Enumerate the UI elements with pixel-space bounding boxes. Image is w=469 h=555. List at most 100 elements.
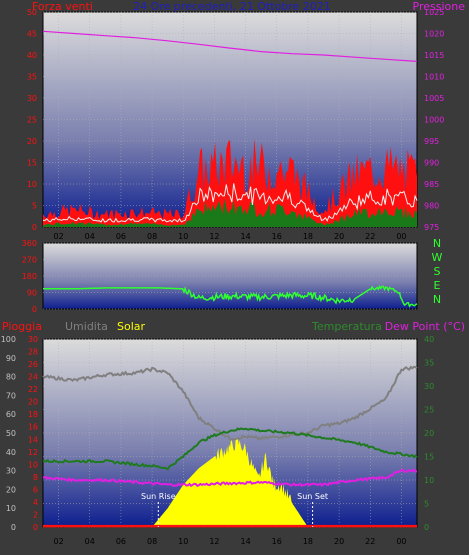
time-tick-label: 12 xyxy=(209,537,219,546)
wind-tick-label: 5 xyxy=(32,202,37,211)
temperature-tick-label: 35 xyxy=(424,359,434,368)
time-tick-label: 12 xyxy=(209,232,219,241)
rain-tick-label: 30 xyxy=(28,335,38,344)
rain-tick-label: 18 xyxy=(28,410,38,419)
rain-tick-label: 8 xyxy=(33,473,38,482)
time-tick-label: 16 xyxy=(272,537,282,546)
humidity-tick-label: 60 xyxy=(6,410,16,419)
time-tick-label: 18 xyxy=(303,232,313,241)
time-tick-label: 14 xyxy=(240,537,250,546)
pressure-line xyxy=(42,30,418,62)
temperature-tick-label: 0 xyxy=(424,523,429,532)
humidity-tick-label: 30 xyxy=(6,467,16,476)
wind-tick-label: 30 xyxy=(27,94,37,103)
temperature-tick-label: 30 xyxy=(424,382,434,391)
chart-title: 24 Ore precedenti, 21 Ottobre 2021 xyxy=(133,0,331,13)
humidity-tick-label: 70 xyxy=(6,391,16,400)
time-tick-label: 20 xyxy=(334,537,344,546)
dew-point-line xyxy=(42,468,418,488)
time-tick-label: 00 xyxy=(396,537,406,546)
time-tick-label: 02 xyxy=(53,232,63,241)
humidity-tick-label: 0 xyxy=(11,523,16,532)
time-tick-label: 06 xyxy=(116,232,126,241)
temperature-tick-label: 5 xyxy=(424,500,429,509)
compass-letter: S xyxy=(434,265,441,278)
time-tick-label: 14 xyxy=(240,232,250,241)
temperature-tick-label: 25 xyxy=(424,406,434,415)
rain-tick-label: 2 xyxy=(33,510,38,519)
legend-solar: Solar xyxy=(117,320,146,333)
direction-tick-label: 0 xyxy=(32,305,37,314)
humidity-tick-label: 20 xyxy=(6,485,16,494)
time-tick-label: 00 xyxy=(396,232,406,241)
wind-direction-line xyxy=(43,284,418,308)
pressure-tick-label: 1025 xyxy=(424,8,444,17)
compass-letter: N xyxy=(433,237,441,250)
time-tick-label: 20 xyxy=(334,232,344,241)
rain-tick-label: 24 xyxy=(28,373,38,382)
wind-gust-area xyxy=(43,138,417,227)
rain-tick-label: 6 xyxy=(33,485,38,494)
wind-tick-label: 25 xyxy=(27,116,37,125)
wind-tick-label: 10 xyxy=(27,180,37,189)
compass-letter: N xyxy=(433,293,441,306)
rain-tick-label: 0 xyxy=(33,523,38,532)
humidity-tick-label: 80 xyxy=(6,373,16,382)
legend-pioggia: Pioggia xyxy=(2,320,42,333)
pressure-tick-label: 1005 xyxy=(424,94,444,103)
humidity-tick-label: 100 xyxy=(1,335,16,344)
temperature-tick-label: 10 xyxy=(424,476,434,485)
compass-letter: E xyxy=(434,279,441,292)
humidity-tick-label: 50 xyxy=(6,429,16,438)
wind-tick-label: 50 xyxy=(27,8,37,17)
rain-tick-label: 16 xyxy=(28,423,38,432)
pressure-tick-label: 995 xyxy=(424,137,439,146)
rain-tick-label: 20 xyxy=(28,398,38,407)
wind-tick-label: 15 xyxy=(27,159,37,168)
time-tick-label: 22 xyxy=(365,537,375,546)
humidity-line xyxy=(42,365,418,442)
temperature-tick-label: 40 xyxy=(424,335,434,344)
wind-tick-label: 40 xyxy=(27,51,37,60)
time-tick-label: 04 xyxy=(85,537,95,546)
legend-temperatura: Temperatura xyxy=(311,320,382,333)
rain-tick-label: 14 xyxy=(28,435,38,444)
direction-tick-label: 270 xyxy=(22,256,37,265)
humidity-tick-label: 90 xyxy=(6,354,16,363)
rain-tick-label: 26 xyxy=(28,360,38,369)
pressure-tick-label: 985 xyxy=(424,180,439,189)
time-tick-label: 08 xyxy=(147,537,157,546)
time-tick-label: 04 xyxy=(85,232,95,241)
legend-umidita: Umidita xyxy=(65,320,108,333)
compass-letter: W xyxy=(432,251,443,264)
wind-tick-label: 20 xyxy=(27,137,37,146)
wind-axis-label: Forza venti xyxy=(32,0,93,13)
time-tick-label: 22 xyxy=(365,232,375,241)
rain-tick-label: 22 xyxy=(28,385,38,394)
direction-tick-label: 360 xyxy=(22,239,37,248)
temperature-tick-label: 20 xyxy=(424,429,434,438)
time-tick-label: 10 xyxy=(178,537,188,546)
wind-tick-label: 35 xyxy=(27,73,37,82)
rain-tick-label: 10 xyxy=(28,460,38,469)
pressure-tick-label: 975 xyxy=(424,223,439,232)
time-tick-label: 16 xyxy=(272,232,282,241)
time-tick-label: 08 xyxy=(147,232,157,241)
pressure-tick-label: 1015 xyxy=(424,51,444,60)
time-tick-label: 02 xyxy=(53,537,63,546)
pressure-axis-label: Pressione xyxy=(413,0,466,13)
direction-tick-label: 180 xyxy=(22,272,37,281)
wind-tick-label: 0 xyxy=(32,223,37,232)
humidity-tick-label: 40 xyxy=(6,448,16,457)
pressure-tick-label: 980 xyxy=(424,202,439,211)
time-tick-label: 18 xyxy=(303,537,313,546)
wind-speed-area xyxy=(43,198,417,227)
wind-tick-label: 45 xyxy=(27,30,37,39)
rain-tick-label: 28 xyxy=(28,348,38,357)
direction-tick-label: 90 xyxy=(27,289,37,298)
temperature-line xyxy=(42,427,418,471)
sunset-label: Sun Set xyxy=(297,492,328,501)
